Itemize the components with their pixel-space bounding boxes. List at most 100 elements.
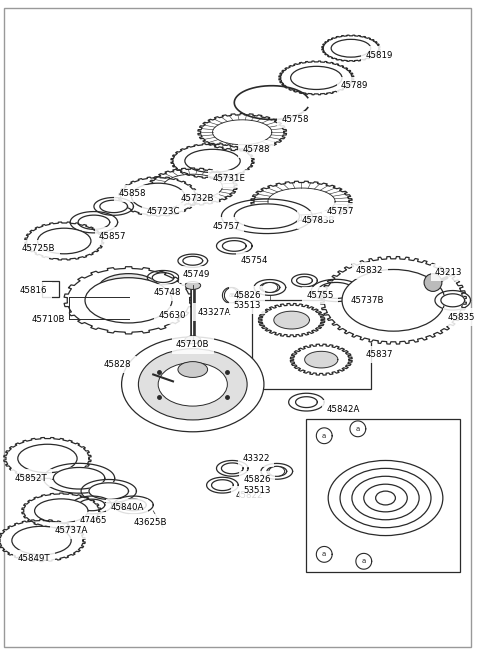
Ellipse shape — [185, 336, 201, 344]
Polygon shape — [234, 204, 300, 229]
Ellipse shape — [352, 476, 419, 520]
Text: 45757: 45757 — [213, 221, 240, 231]
Ellipse shape — [424, 274, 442, 291]
Ellipse shape — [331, 39, 371, 57]
Polygon shape — [312, 279, 361, 301]
Text: a: a — [361, 558, 366, 565]
Text: 45783B: 45783B — [301, 215, 335, 225]
Polygon shape — [321, 257, 467, 344]
Text: 45758: 45758 — [282, 115, 309, 124]
Polygon shape — [171, 143, 254, 178]
Text: 45710B: 45710B — [32, 314, 65, 324]
Polygon shape — [152, 272, 174, 282]
Ellipse shape — [262, 282, 278, 292]
Polygon shape — [221, 463, 243, 474]
Ellipse shape — [342, 269, 445, 331]
Polygon shape — [206, 477, 238, 493]
Text: 43213: 43213 — [435, 268, 462, 277]
Text: 45749: 45749 — [183, 270, 210, 279]
Text: 43625B: 43625B — [133, 518, 167, 527]
Polygon shape — [78, 215, 110, 229]
Text: 45754: 45754 — [240, 256, 268, 265]
Polygon shape — [94, 198, 133, 215]
Polygon shape — [292, 274, 317, 287]
Polygon shape — [100, 200, 128, 213]
Text: a: a — [322, 552, 326, 557]
Polygon shape — [212, 479, 233, 491]
Polygon shape — [279, 61, 354, 95]
Polygon shape — [198, 113, 287, 151]
Text: 45819: 45819 — [366, 50, 393, 60]
Text: 45725B: 45725B — [22, 244, 55, 253]
Polygon shape — [441, 294, 465, 307]
Ellipse shape — [111, 280, 146, 295]
Text: 45822: 45822 — [235, 491, 263, 500]
Polygon shape — [296, 397, 317, 407]
Polygon shape — [64, 267, 193, 334]
Text: a: a — [228, 292, 232, 299]
Text: 43327A: 43327A — [198, 308, 231, 316]
Polygon shape — [89, 483, 129, 499]
Ellipse shape — [132, 183, 185, 210]
Ellipse shape — [138, 348, 247, 420]
Polygon shape — [290, 344, 352, 375]
Text: 45828: 45828 — [104, 360, 132, 369]
Text: 45840A: 45840A — [111, 504, 144, 512]
Polygon shape — [41, 280, 60, 297]
Text: 45757: 45757 — [326, 207, 354, 216]
Text: 47465: 47465 — [79, 516, 107, 525]
Text: 45737A: 45737A — [54, 526, 88, 535]
Polygon shape — [318, 282, 354, 299]
Polygon shape — [274, 311, 310, 329]
Polygon shape — [297, 276, 312, 284]
Polygon shape — [22, 493, 101, 529]
Ellipse shape — [340, 468, 431, 528]
Ellipse shape — [85, 278, 172, 323]
Polygon shape — [70, 212, 118, 233]
Polygon shape — [260, 282, 280, 292]
Polygon shape — [216, 460, 248, 476]
Text: 45748: 45748 — [153, 288, 181, 297]
Text: a: a — [230, 292, 234, 299]
Text: 45837: 45837 — [366, 350, 393, 359]
Ellipse shape — [185, 149, 240, 172]
Polygon shape — [53, 468, 105, 489]
Text: 45826
53513: 45826 53513 — [243, 476, 271, 495]
Polygon shape — [305, 351, 338, 368]
Ellipse shape — [328, 460, 443, 536]
Polygon shape — [178, 254, 207, 267]
Text: 45732B: 45732B — [181, 194, 215, 203]
Polygon shape — [72, 496, 112, 514]
Text: 45788: 45788 — [242, 145, 270, 153]
Text: 45723C: 45723C — [146, 207, 180, 216]
Ellipse shape — [99, 274, 158, 301]
Polygon shape — [251, 181, 352, 222]
Text: 45852T: 45852T — [15, 474, 48, 483]
Polygon shape — [120, 499, 146, 511]
Ellipse shape — [364, 484, 407, 512]
Polygon shape — [435, 291, 470, 310]
Polygon shape — [25, 222, 104, 260]
Ellipse shape — [178, 362, 207, 377]
Ellipse shape — [269, 466, 285, 476]
Polygon shape — [322, 35, 380, 62]
Ellipse shape — [35, 499, 88, 523]
Polygon shape — [114, 496, 153, 514]
Polygon shape — [79, 499, 105, 511]
Ellipse shape — [121, 337, 264, 432]
Text: a: a — [356, 426, 360, 432]
Polygon shape — [288, 393, 324, 411]
Ellipse shape — [158, 363, 228, 406]
Text: 45832: 45832 — [356, 266, 384, 275]
Polygon shape — [119, 177, 198, 216]
Polygon shape — [221, 199, 312, 234]
Text: 45849T: 45849T — [18, 554, 50, 563]
Text: 45755: 45755 — [306, 291, 334, 300]
Polygon shape — [81, 479, 136, 503]
Ellipse shape — [18, 444, 77, 473]
Polygon shape — [148, 168, 237, 205]
Ellipse shape — [376, 491, 396, 505]
Ellipse shape — [290, 66, 342, 90]
Text: 45842A: 45842A — [326, 405, 360, 413]
Bar — [252, 300, 371, 389]
